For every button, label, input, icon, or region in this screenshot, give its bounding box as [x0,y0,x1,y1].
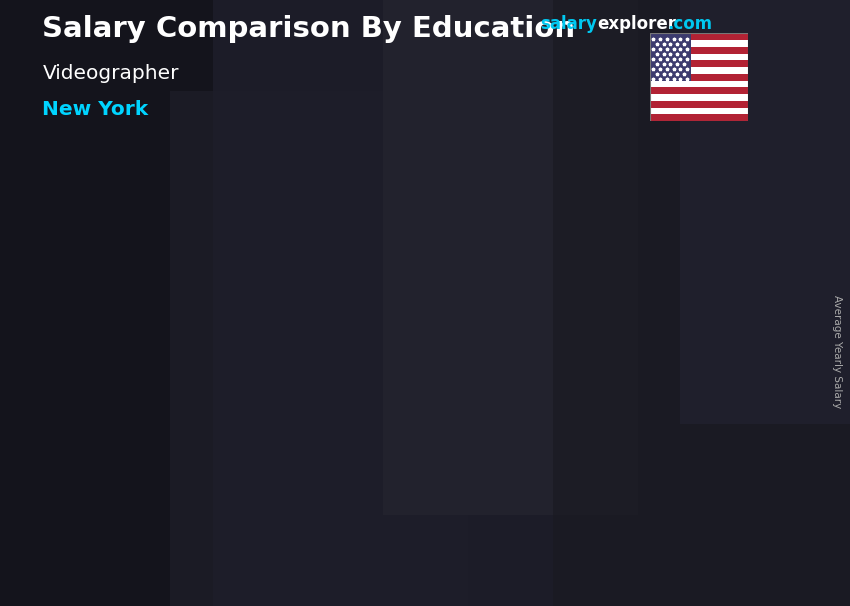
Text: Videographer: Videographer [42,64,179,82]
Bar [650,115,748,121]
Bar [650,67,748,74]
Bar [650,81,748,87]
Bar [680,0,850,424]
Bar [650,40,748,47]
Bar [650,33,748,40]
Bar [96,425,202,533]
Bar [650,47,748,53]
Text: 81,700 USD: 81,700 USD [355,342,438,356]
Bar [345,364,451,533]
Polygon shape [700,239,720,533]
Text: salary: salary [540,15,597,33]
Bar [650,87,748,94]
Polygon shape [451,358,471,533]
Polygon shape [345,358,471,364]
Text: New York: New York [42,100,149,119]
Text: +68%: +68% [482,175,590,208]
Text: +57%: +57% [207,263,314,296]
Bar [650,108,748,115]
Text: Average Yearly Salary: Average Yearly Salary [832,295,842,408]
Text: Salary Comparison By Education: Salary Comparison By Education [42,15,575,43]
Bar [650,33,691,81]
Bar [650,94,748,101]
Text: 137,000 USD: 137,000 USD [641,228,732,242]
Bar [650,74,748,81]
Bar [382,0,638,515]
Text: 52,100 USD: 52,100 USD [82,404,165,418]
Bar [594,250,700,533]
Bar [650,53,748,61]
Text: explorer: explorer [598,15,677,33]
Bar [170,91,468,606]
Bar [650,61,748,67]
Bar [552,0,850,606]
Polygon shape [96,421,222,425]
Polygon shape [594,239,720,250]
Text: .com: .com [667,15,712,33]
Polygon shape [202,421,222,533]
Bar [0,0,212,606]
Bar [650,101,748,108]
